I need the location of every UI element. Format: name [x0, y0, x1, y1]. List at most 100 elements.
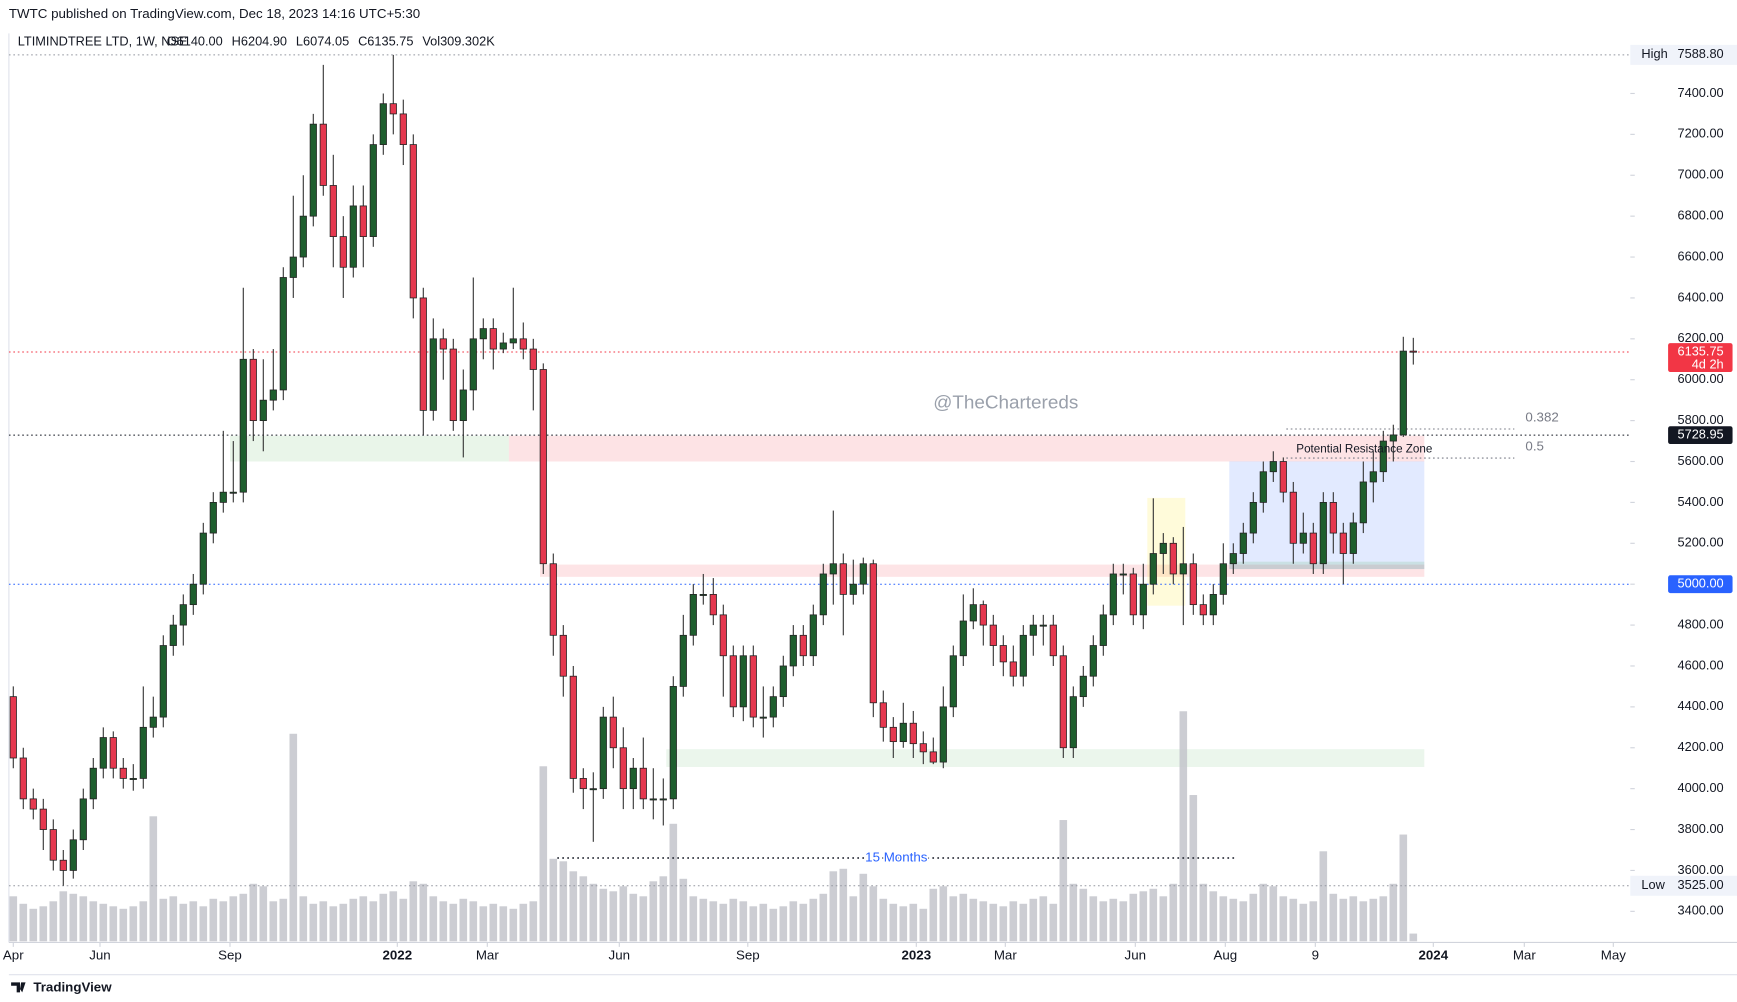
candle-body	[259, 399, 267, 422]
volume-bar	[759, 903, 768, 942]
candle-body	[629, 767, 637, 790]
level-name: High	[1641, 46, 1667, 61]
candle-body	[1069, 696, 1077, 749]
candle-body	[459, 389, 467, 422]
candle-body	[1349, 522, 1357, 554]
fib-label: 0.5	[1525, 438, 1544, 453]
candle-body	[909, 722, 917, 745]
volume-bar	[69, 893, 78, 942]
y-tick-label: 5600.00	[1678, 453, 1724, 468]
y-tick-label: 7000.00	[1678, 167, 1724, 182]
candle-body	[69, 839, 77, 871]
candle-body	[189, 583, 197, 606]
volume-bar	[499, 906, 508, 942]
volume-bar	[929, 888, 938, 942]
candle-body	[1059, 655, 1067, 749]
volume-bar	[1199, 883, 1208, 942]
volume-bar	[49, 901, 58, 942]
volume-bar	[819, 893, 828, 942]
volume-bar	[949, 896, 958, 942]
volume-bar	[579, 876, 588, 942]
published-note: TWTC published on TradingView.com, Dec 1…	[9, 6, 420, 21]
volume-bar	[99, 903, 108, 942]
candle-body	[819, 573, 827, 616]
candle-body	[1029, 624, 1037, 636]
measure-label: 15 Months	[865, 849, 928, 864]
volume-bar	[1339, 898, 1348, 942]
candle-body	[479, 328, 487, 340]
candle-body	[709, 594, 717, 616]
candle-body	[399, 113, 407, 145]
volume-bar	[859, 873, 868, 942]
volume-bar	[699, 898, 708, 942]
volume-bar	[429, 896, 438, 942]
volume-bar	[329, 906, 338, 942]
volume-bar	[639, 896, 648, 942]
volume-bar	[839, 868, 848, 942]
candle-body	[1279, 461, 1287, 493]
volume-bar	[29, 908, 38, 942]
candle-body	[269, 389, 277, 401]
volume-bar	[249, 883, 258, 942]
candle-body	[849, 583, 857, 595]
watermark: @TheChartereds	[933, 392, 1078, 413]
candle-body	[1009, 661, 1017, 677]
volume-bar	[1409, 933, 1418, 942]
candle-body	[989, 624, 997, 646]
volume-bar	[869, 886, 878, 942]
y-tick-label: 4000.00	[1678, 780, 1724, 795]
candle-body	[969, 604, 977, 622]
volume-bar	[1309, 901, 1318, 942]
candle-body	[489, 328, 497, 350]
x-tick-label: Jun	[89, 947, 110, 962]
volume-bar	[169, 896, 178, 942]
volume-bar	[649, 881, 658, 942]
zone	[229, 435, 509, 462]
x-tick-label: Sep	[218, 947, 242, 962]
candle-body	[549, 563, 557, 636]
volume-bar	[1159, 896, 1168, 942]
volume-bar	[1389, 883, 1398, 942]
candle-body	[1299, 532, 1307, 544]
legend-field: C6135.75	[358, 34, 413, 49]
candle-body	[539, 369, 547, 565]
volume-bar	[39, 906, 48, 942]
candle-body	[579, 778, 587, 790]
x-tick-label: 9	[1312, 947, 1319, 962]
candle-body	[139, 726, 147, 779]
volume-bar	[1049, 903, 1058, 942]
y-tick-label: 5400.00	[1678, 494, 1724, 509]
volume-bar	[769, 908, 778, 942]
candle-body	[699, 594, 707, 596]
y-tick-label: 6800.00	[1678, 208, 1724, 223]
volume-bar	[1099, 901, 1108, 942]
candle-body	[129, 778, 137, 780]
volume-bar	[599, 888, 608, 942]
tradingview-logo	[11, 982, 26, 993]
candle-body	[809, 614, 817, 657]
volume-bar	[1119, 901, 1128, 942]
candle-body	[689, 594, 697, 636]
candle-body	[899, 722, 907, 743]
volume-bar	[1329, 893, 1338, 942]
candle-body	[1359, 481, 1367, 524]
volume-bar	[409, 881, 418, 942]
candle-body	[249, 358, 257, 422]
volume-bar	[469, 901, 478, 942]
volume-bar	[739, 901, 748, 942]
level-sub: 4d 2h	[1692, 357, 1724, 372]
volume-bar	[529, 901, 538, 942]
candle-body	[659, 798, 667, 801]
candle-body	[369, 144, 377, 237]
volume-bar	[419, 883, 428, 942]
volume-bar	[539, 766, 548, 942]
x-tick-label: Mar	[476, 947, 500, 962]
volume-bar	[1089, 896, 1098, 942]
x-tick-label: Aug	[1213, 947, 1237, 962]
candle-body	[679, 634, 687, 687]
candle-body	[999, 645, 1007, 663]
volume-bar	[479, 906, 488, 942]
y-tick-label: 7400.00	[1678, 85, 1724, 100]
volume-bar	[1209, 891, 1218, 942]
volume-bar	[459, 898, 468, 942]
